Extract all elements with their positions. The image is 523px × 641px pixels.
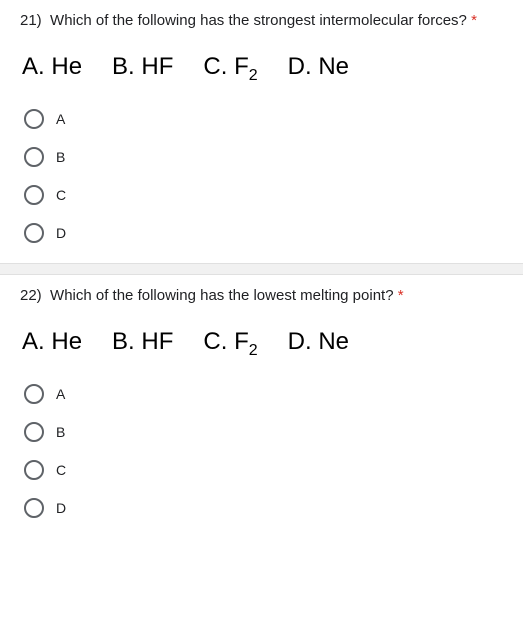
choice-a: A. He xyxy=(22,53,82,85)
choice-d: D. Ne xyxy=(288,53,349,85)
radio-option-b[interactable]: B xyxy=(24,147,503,167)
radio-group-21: A B C D xyxy=(20,109,503,243)
choice-c: C. F2 xyxy=(203,53,257,85)
radio-icon xyxy=(24,498,44,518)
question-21: 21) Which of the following has the stron… xyxy=(0,0,523,263)
choice-b: B. HF xyxy=(112,328,173,360)
radio-option-d[interactable]: D xyxy=(24,498,503,518)
question-number: 22) xyxy=(20,287,42,304)
question-prompt-text: Which of the following has the strongest… xyxy=(50,12,467,29)
question-prompt-text: Which of the following has the lowest me… xyxy=(50,287,394,304)
radio-option-a[interactable]: A xyxy=(24,384,503,404)
radio-option-a[interactable]: A xyxy=(24,109,503,129)
choice-d: D. Ne xyxy=(288,328,349,360)
radio-label: D xyxy=(56,500,66,516)
choice-a: A. He xyxy=(22,328,82,360)
radio-icon xyxy=(24,109,44,129)
choice-c: C. F2 xyxy=(203,328,257,360)
answer-choices-row: A. He B. HF C. F2 D. Ne xyxy=(22,328,503,360)
question-prompt: 22) Which of the following has the lowes… xyxy=(20,287,503,304)
radio-icon xyxy=(24,147,44,167)
radio-option-c[interactable]: C xyxy=(24,185,503,205)
radio-icon xyxy=(24,460,44,480)
radio-icon xyxy=(24,223,44,243)
answer-choices-row: A. He B. HF C. F2 D. Ne xyxy=(22,53,503,85)
radio-label: C xyxy=(56,187,66,203)
required-marker: * xyxy=(471,12,477,29)
radio-option-d[interactable]: D xyxy=(24,223,503,243)
radio-label: B xyxy=(56,149,65,165)
required-marker: * xyxy=(398,287,404,304)
radio-icon xyxy=(24,185,44,205)
radio-label: A xyxy=(56,386,65,402)
radio-option-c[interactable]: C xyxy=(24,460,503,480)
radio-option-b[interactable]: B xyxy=(24,422,503,442)
question-divider xyxy=(0,263,523,275)
radio-group-22: A B C D xyxy=(20,384,503,518)
radio-label: B xyxy=(56,424,65,440)
question-prompt: 21) Which of the following has the stron… xyxy=(20,12,503,29)
radio-icon xyxy=(24,384,44,404)
question-22: 22) Which of the following has the lowes… xyxy=(0,275,523,538)
radio-icon xyxy=(24,422,44,442)
radio-label: D xyxy=(56,225,66,241)
choice-b: B. HF xyxy=(112,53,173,85)
radio-label: A xyxy=(56,111,65,127)
radio-label: C xyxy=(56,462,66,478)
question-number: 21) xyxy=(20,12,42,29)
